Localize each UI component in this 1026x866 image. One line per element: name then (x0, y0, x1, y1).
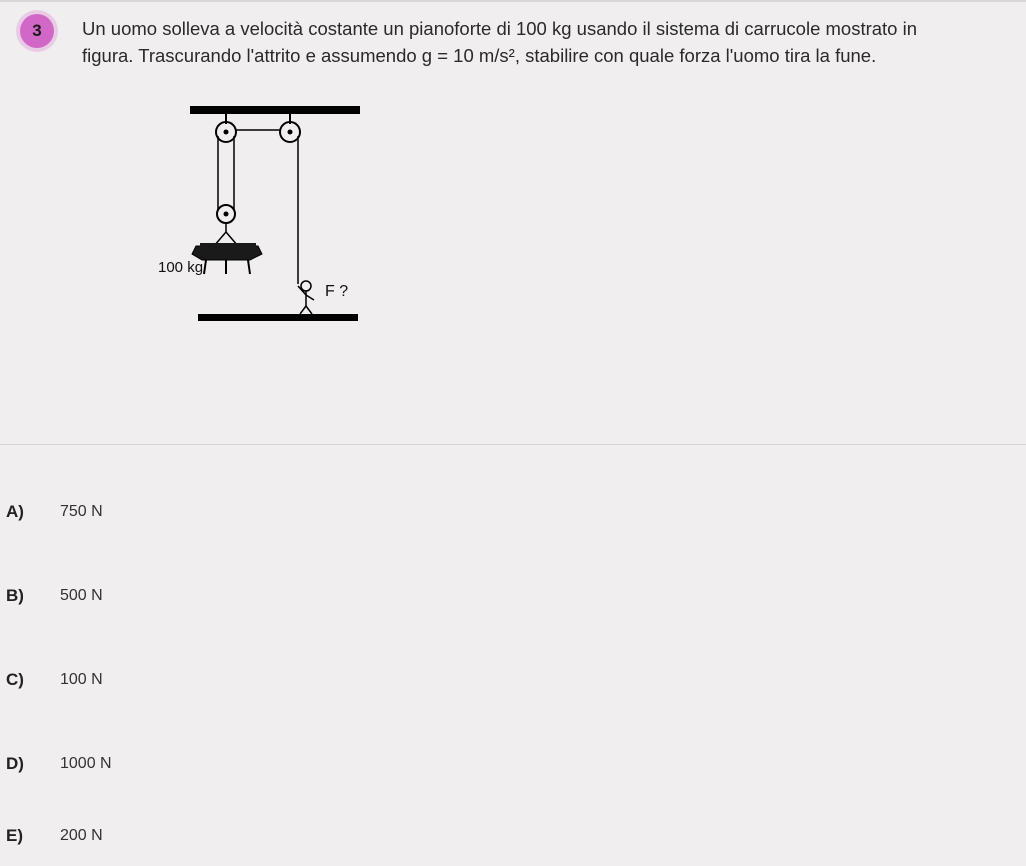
question-number-text: 3 (32, 21, 41, 41)
option-value: 200 N (60, 827, 103, 845)
diagram-container: 100 kg F ? (150, 96, 1026, 336)
option-b[interactable]: B) 500 N (0, 554, 1026, 638)
question-prompt: Un uomo solleva a velocità costante un p… (82, 14, 962, 70)
option-value: 100 N (60, 671, 103, 689)
mass-label: 100 kg (158, 259, 203, 276)
top-border (0, 0, 1026, 2)
option-a[interactable]: A) 750 N (0, 470, 1026, 554)
options-divider (0, 444, 1026, 445)
option-e[interactable]: E) 200 N (0, 806, 1026, 866)
force-label: F ? (325, 283, 348, 300)
option-d[interactable]: D) 1000 N (0, 722, 1026, 806)
options-list: A) 750 N B) 500 N C) 100 N D) 1000 N E) … (0, 470, 1026, 866)
option-value: 500 N (60, 587, 103, 605)
question-number-badge: 3 (20, 14, 54, 48)
option-c[interactable]: C) 100 N (0, 638, 1026, 722)
option-value: 1000 N (60, 755, 112, 773)
option-letter: E) (4, 826, 60, 846)
option-letter: B) (4, 586, 60, 606)
pulley-diagram: 100 kg F ? (150, 96, 400, 336)
option-value: 750 N (60, 503, 103, 521)
option-letter: C) (4, 670, 60, 690)
option-letter: A) (4, 502, 60, 522)
option-letter: D) (4, 754, 60, 774)
question-header: 3 Un uomo solleva a velocità costante un… (0, 0, 1026, 70)
